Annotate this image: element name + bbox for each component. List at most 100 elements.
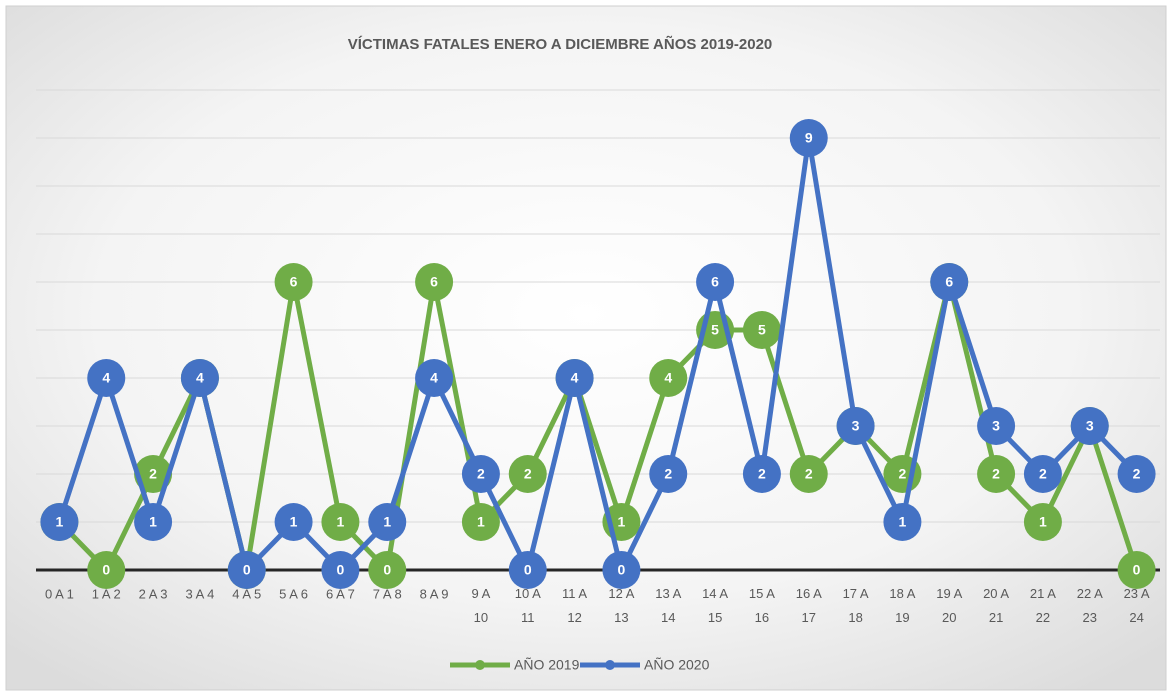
x-tick-label: 20 A 21 [983, 586, 1009, 625]
legend-marker [605, 660, 615, 670]
data-label: 0 [1133, 562, 1141, 578]
data-point [742, 455, 781, 493]
x-tick-label: 15 A 16 [749, 586, 775, 625]
x-tick-label: 8 A 9 [420, 586, 449, 601]
x-tick-label: 6 A 7 [326, 586, 355, 601]
data-label: 4 [196, 370, 204, 386]
data-point [321, 551, 360, 589]
data-point [274, 503, 313, 541]
x-tick-label: 5 A 6 [279, 586, 308, 601]
data-point [696, 263, 735, 301]
data-label: 6 [290, 274, 298, 290]
legend-marker [475, 660, 485, 670]
data-label: 6 [430, 274, 438, 290]
data-point [836, 407, 875, 445]
data-point [87, 359, 126, 397]
data-point [1070, 407, 1109, 445]
data-label: 1 [1039, 514, 1047, 530]
data-label: 2 [524, 466, 532, 482]
data-label: 0 [337, 562, 345, 578]
data-label: 4 [102, 370, 110, 386]
data-point [977, 407, 1016, 445]
x-tick-label: 18 A 19 [889, 586, 915, 625]
x-tick-label: 16 A 17 [796, 586, 822, 625]
data-label: 0 [383, 562, 391, 578]
legend-label: AÑO 2019 [514, 657, 580, 673]
x-tick-label: 19 A 20 [936, 586, 962, 625]
data-label: 1 [383, 514, 391, 530]
x-tick-label: 1 A 2 [92, 586, 121, 601]
data-label: 1 [618, 514, 626, 530]
x-tick-label: 12 A 13 [608, 586, 634, 625]
data-label: 1 [290, 514, 298, 530]
data-label: 1 [149, 514, 157, 530]
data-label: 6 [711, 274, 719, 290]
data-point [415, 359, 454, 397]
x-tick-label: 14 A 15 [702, 586, 728, 625]
x-tick-label: 21 A 22 [1030, 586, 1056, 625]
x-tick-label: 23 A 24 [1124, 586, 1150, 625]
chart-title: VÍCTIMAS FATALES ENERO A DICIEMBRE AÑOS … [348, 35, 773, 53]
data-point [508, 551, 547, 589]
data-point [789, 455, 828, 493]
data-label: 3 [1086, 418, 1094, 434]
data-label: 2 [899, 466, 907, 482]
data-point [368, 551, 407, 589]
data-label: 0 [524, 562, 532, 578]
data-label: 4 [571, 370, 579, 386]
x-tick-label: 0 A 1 [45, 586, 74, 601]
data-point [40, 503, 79, 541]
data-point [649, 359, 688, 397]
x-tick-label: 22 A 23 [1077, 586, 1103, 625]
x-tick-label: 9 A 10 [472, 586, 491, 625]
data-label: 5 [758, 322, 766, 338]
data-label: 4 [664, 370, 672, 386]
x-tick-label: 10 A 11 [515, 586, 541, 625]
x-tick-label: 3 A 4 [185, 586, 214, 601]
data-label: 3 [852, 418, 860, 434]
data-point [180, 359, 219, 397]
data-point [461, 455, 500, 493]
data-point [1117, 551, 1156, 589]
x-tick-label: 2 A 3 [139, 586, 168, 601]
data-point [227, 551, 266, 589]
data-label: 2 [477, 466, 485, 482]
data-label: 2 [149, 466, 157, 482]
data-point [555, 359, 594, 397]
data-point [602, 551, 641, 589]
x-tick-label: 11 A 12 [562, 586, 587, 625]
data-point [883, 503, 922, 541]
data-label: 2 [1133, 466, 1141, 482]
data-point [274, 263, 313, 301]
data-label: 0 [243, 562, 251, 578]
data-label: 2 [992, 466, 1000, 482]
data-point [87, 551, 126, 589]
data-point [742, 311, 781, 349]
data-label: 1 [337, 514, 345, 530]
legend-label: AÑO 2020 [644, 657, 710, 673]
x-tick-label: 4 A 5 [232, 586, 261, 601]
data-label: 1 [477, 514, 485, 530]
data-point [977, 455, 1016, 493]
data-point [508, 455, 547, 493]
data-label: 3 [992, 418, 1000, 434]
data-label: 2 [1039, 466, 1047, 482]
series-line [57, 135, 1139, 573]
data-label: 5 [711, 322, 719, 338]
data-label: 4 [430, 370, 438, 386]
data-point [1023, 455, 1062, 493]
x-tick-label: 7 A 8 [373, 586, 402, 601]
data-point [134, 503, 173, 541]
data-point [1023, 503, 1062, 541]
data-point [461, 503, 500, 541]
data-point [789, 119, 828, 157]
data-point [415, 263, 454, 301]
data-point [368, 503, 407, 541]
x-tick-label: 13 A 14 [655, 586, 681, 625]
data-point [321, 503, 360, 541]
data-label: 0 [102, 562, 110, 578]
data-label: 1 [899, 514, 907, 530]
data-label: 2 [805, 466, 813, 482]
data-label: 0 [618, 562, 626, 578]
